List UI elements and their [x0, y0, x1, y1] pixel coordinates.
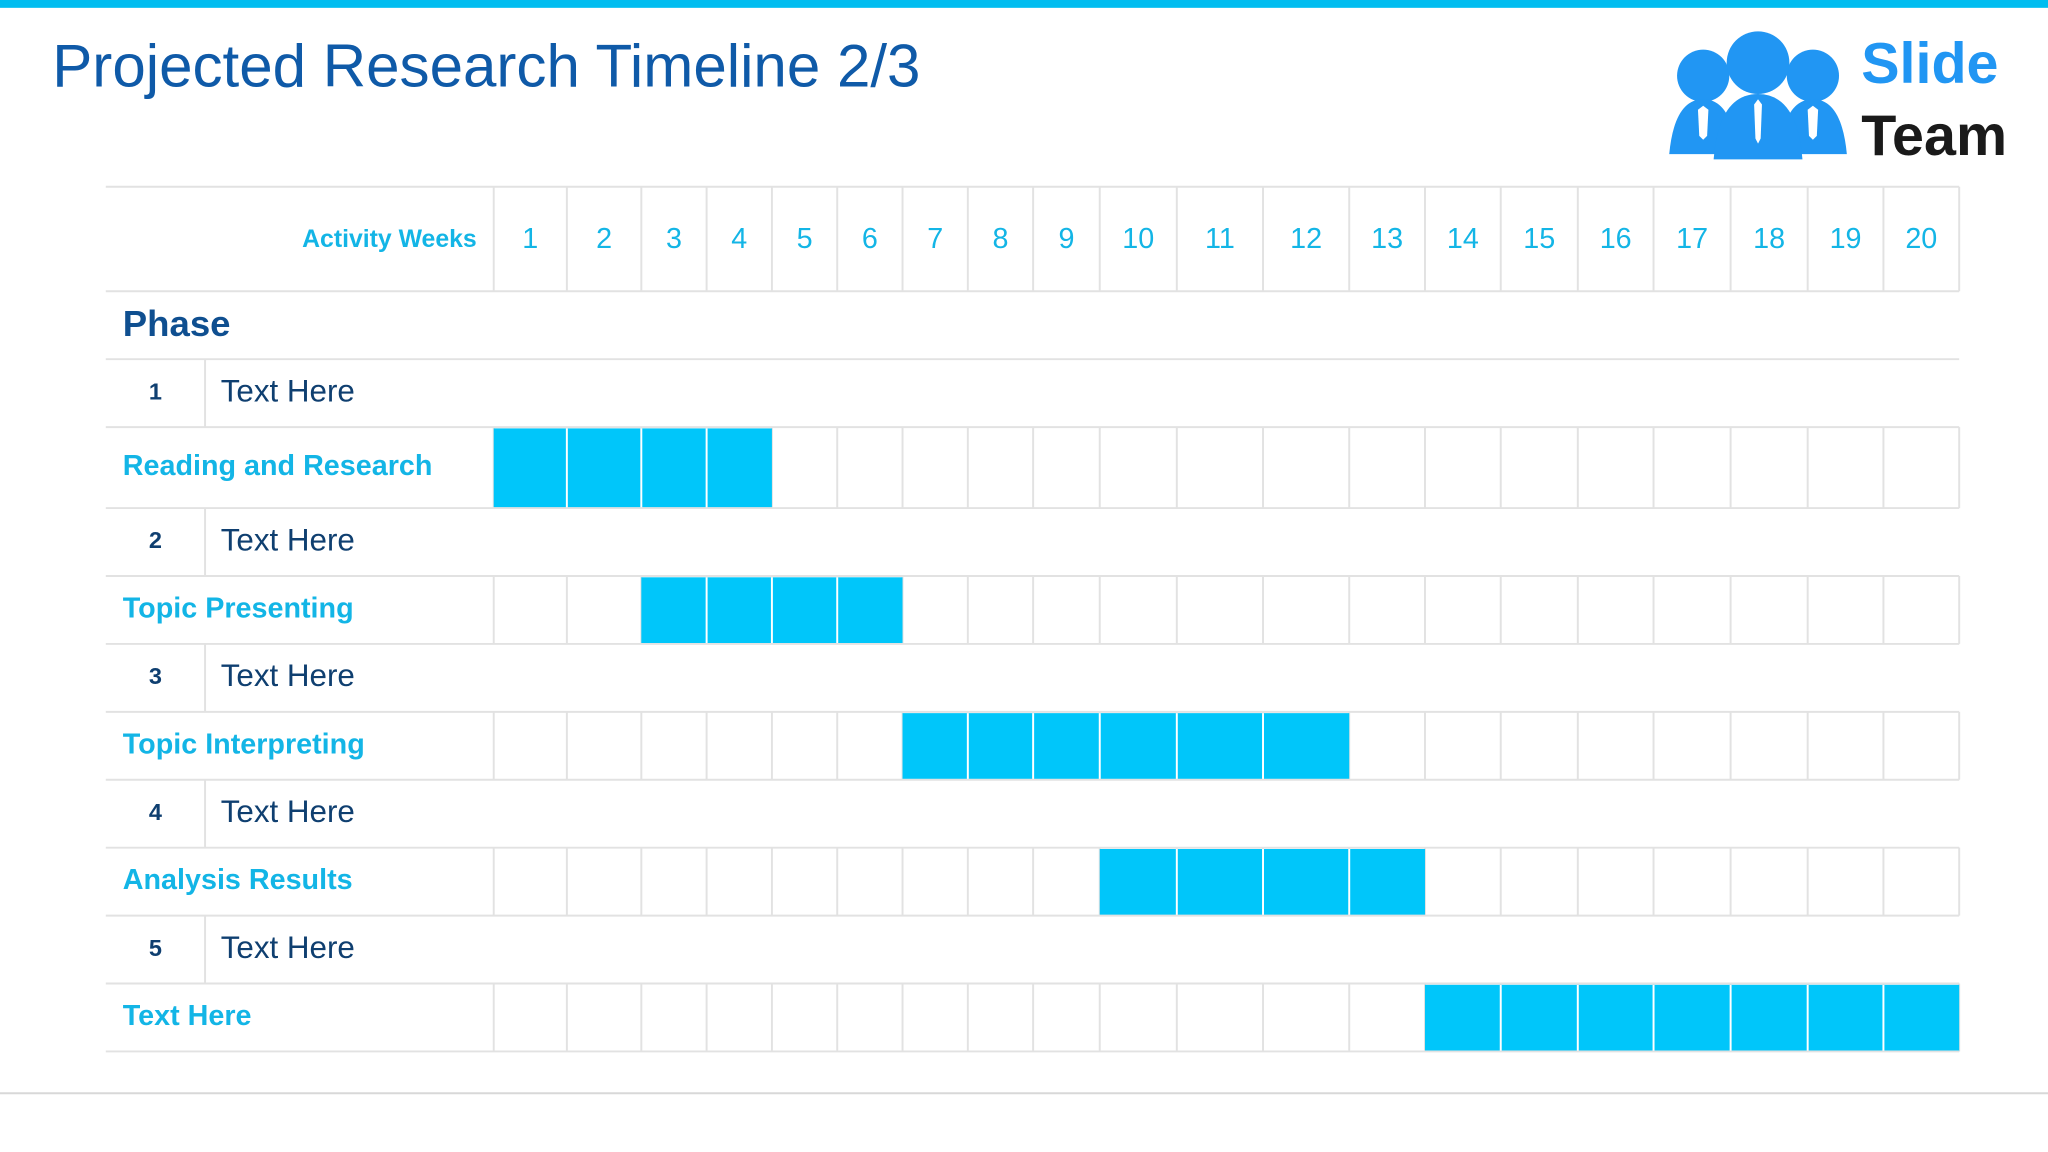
week-label: 13: [1371, 223, 1403, 255]
week-label: 17: [1676, 223, 1708, 255]
phase-number: 5: [149, 935, 162, 961]
week-label: 9: [1058, 223, 1074, 255]
phase-number: 3: [149, 663, 162, 689]
week-label: 3: [666, 223, 682, 255]
week-label: 14: [1447, 223, 1479, 255]
week-label: 4: [731, 223, 747, 255]
week-label: 19: [1830, 223, 1862, 255]
phase-text: Text Here: [221, 522, 355, 557]
header-label: Activity Weeks: [302, 226, 477, 253]
task-name: Topic Presenting: [123, 593, 354, 625]
phase-text: Text Here: [221, 658, 355, 693]
task-bar: [902, 713, 1350, 780]
week-label: 8: [992, 223, 1008, 255]
task-name: Analysis Results: [123, 864, 353, 896]
task-bar: [493, 428, 772, 509]
logo: [1669, 31, 1847, 160]
logo-line2: Team: [1861, 104, 2007, 168]
week-label: 7: [927, 223, 943, 255]
top-bar: [0, 0, 2048, 8]
week-label: 11: [1205, 223, 1235, 255]
week-label: 5: [797, 223, 813, 255]
phase-number: 1: [149, 378, 162, 404]
phase-text: Text Here: [221, 373, 355, 408]
phase-text: Text Here: [221, 930, 355, 965]
task-name: Topic Interpreting: [123, 728, 365, 760]
week-label: 2: [596, 223, 612, 255]
week-label: 15: [1523, 223, 1555, 255]
week-label: 6: [862, 223, 878, 255]
week-label: 20: [1905, 223, 1937, 255]
week-label: 1: [522, 223, 538, 255]
logo-line1: Slide: [1861, 32, 1998, 96]
phase-number: 2: [149, 527, 162, 553]
week-label: 12: [1290, 223, 1322, 255]
task-bar: [1424, 984, 1960, 1052]
phase-label: Phase: [123, 303, 231, 344]
phase-number: 4: [149, 799, 162, 825]
week-label: 10: [1122, 223, 1154, 255]
task-name: Text Here: [123, 1000, 252, 1032]
title: Projected Research Timeline 2/3: [52, 32, 920, 99]
task-name: Reading and Research: [123, 450, 433, 482]
week-label: 18: [1753, 223, 1785, 255]
phase-text: Text Here: [221, 794, 355, 829]
week-label: 16: [1600, 223, 1632, 255]
